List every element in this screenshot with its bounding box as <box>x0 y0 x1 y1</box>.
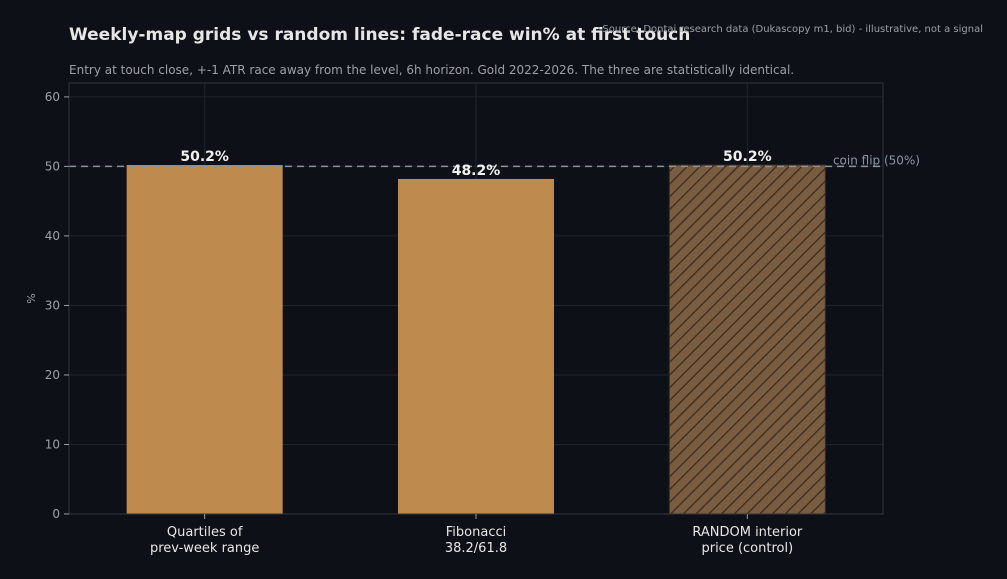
value-label: 48.2% <box>452 163 501 179</box>
reference-line-label: coin flip (50%) <box>833 153 920 167</box>
x-category-label-line: RANDOM interior <box>692 525 803 540</box>
bar <box>126 165 283 514</box>
bar <box>397 178 555 514</box>
labels: 0 10 20 30 40 50 60% 50.2% Quartiles of prev-week… <box>25 90 803 556</box>
y-tick-label: 40 <box>45 229 60 243</box>
y-tick-label: 10 <box>45 437 60 451</box>
x-category-label-line: prev-week range <box>150 541 259 556</box>
y-tick-label: 50 <box>45 159 60 173</box>
axes <box>64 82 884 519</box>
bar-control <box>668 164 826 515</box>
x-category-label-line: 38.2/61.8 <box>445 541 507 556</box>
x-category-label: Fibonacci 38.2/61.8 <box>445 525 507 556</box>
y-tick-label: 20 <box>45 368 60 382</box>
x-category-label-line: price (control) <box>701 541 793 556</box>
y-tick-label: 30 <box>45 298 60 312</box>
chart-subtitle: Entry at touch close, +-1 ATR race away … <box>69 63 795 77</box>
y-tick-label: 0 <box>52 507 60 521</box>
source-note: Source: Dontai research data (Dukascopy … <box>602 24 983 35</box>
value-label: 50.2% <box>723 149 772 165</box>
x-category-label: RANDOM interior price (control) <box>692 525 803 556</box>
y-axis-label: % <box>25 293 38 303</box>
x-category-label-line: Fibonacci <box>446 525 506 540</box>
x-category-label-line: Quartiles of <box>167 525 243 540</box>
bars <box>126 164 826 515</box>
value-label: 50.2% <box>180 149 229 165</box>
reference-line-group: coin flip (50%) <box>69 153 920 167</box>
x-category-label: Quartiles of prev-week range <box>150 525 259 556</box>
y-tick-label: 60 <box>45 90 60 104</box>
chart-title: Weekly-map grids vs random lines: fade-r… <box>69 25 691 45</box>
